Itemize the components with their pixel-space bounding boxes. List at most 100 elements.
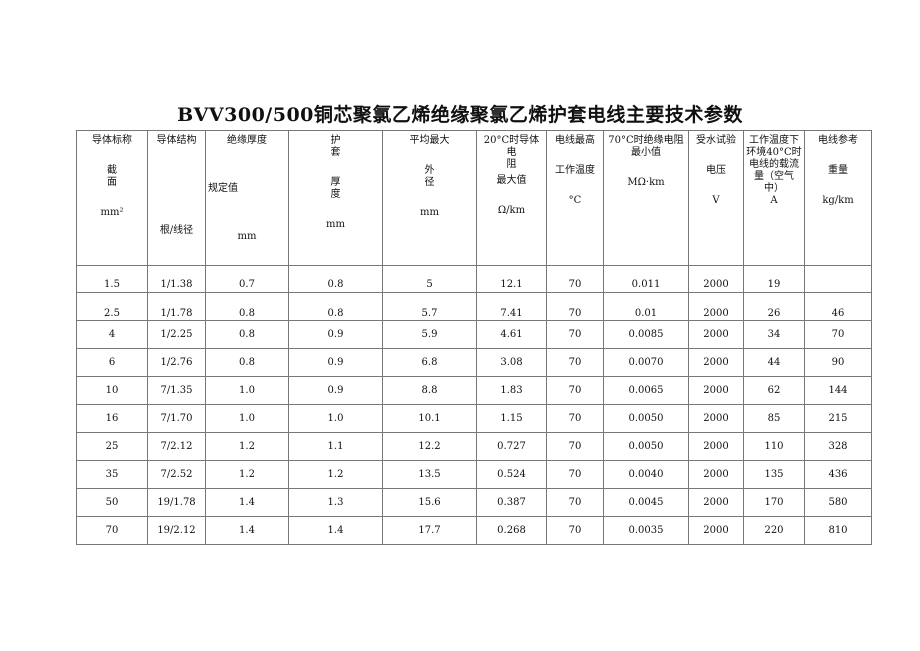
cell-cross-section: 16: [76, 404, 148, 433]
cell-test-voltage: 2000: [688, 432, 744, 461]
cell-cross-section: 25: [76, 432, 148, 461]
table-row: 4 1/2.25 0.8 0.9 5.9 4.61 70 0.0085 2000 34 70: [76, 320, 872, 349]
cell-structure: 1/2.25: [147, 320, 206, 349]
cell-current: 44: [743, 348, 805, 377]
cell-test-voltage: 2000: [688, 516, 744, 545]
cell-sheath: 0.9: [288, 320, 383, 349]
cell-diameter: 5: [382, 265, 477, 293]
header-insulation-resistance: 70°C时绝缘电阻 最小值 MΩ·km: [603, 130, 689, 266]
cell-insulation: 1.0: [205, 404, 289, 433]
cell-cross-section: 6: [76, 348, 148, 377]
cell-insulation: 0.8: [205, 348, 289, 377]
cell-current: 110: [743, 432, 805, 461]
cell-weight: 215: [804, 404, 872, 433]
cell-resistance: 0.268: [476, 516, 547, 545]
cell-test-voltage: 2000: [688, 265, 744, 293]
cell-weight: 328: [804, 432, 872, 461]
cell-max-temp: 70: [546, 460, 604, 489]
cell-resistance: 7.41: [476, 292, 547, 321]
cell-insulation: 1.2: [205, 432, 289, 461]
cell-test-voltage: 2000: [688, 320, 744, 349]
cell-current: 170: [743, 488, 805, 517]
cell-max-temp: 70: [546, 432, 604, 461]
cell-sheath: 0.9: [288, 348, 383, 377]
cell-test-voltage: 2000: [688, 404, 744, 433]
cell-sheath: 0.8: [288, 265, 383, 293]
header-resistance: 20°C时导体 电阻 最大值 Ω/km: [476, 130, 547, 266]
cell-sheath: 1.3: [288, 488, 383, 517]
cell-max-temp: 70: [546, 404, 604, 433]
cell-structure: 7/1.35: [147, 376, 206, 405]
cell-insulation: 1.0: [205, 376, 289, 405]
cell-weight: 46: [804, 292, 872, 321]
header-current-capacity: 工作温度下 环境40°C时 电线的载流 量（空气 中） A: [743, 130, 805, 266]
cell-diameter: 12.2: [382, 432, 477, 461]
header-test-voltage: 受水试验 电压 V: [688, 130, 744, 266]
cell-cross-section: 50: [76, 488, 148, 517]
cell-insulation: 1.4: [205, 488, 289, 517]
cell-structure: 7/1.70: [147, 404, 206, 433]
table-row: 25 7/2.12 1.2 1.1 12.2 0.727 70 0.0050 2000 110 32…: [76, 432, 872, 461]
document-title: BVV300/500铜芯聚氯乙烯绝缘聚氯乙烯护套电线主要技术参数: [177, 104, 743, 126]
cell-max-temp: 70: [546, 292, 604, 321]
cell-sheath: 1.2: [288, 460, 383, 489]
table-row: 35 7/2.52 1.2 1.2 13.5 0.524 70 0.0040 2000 135 43…: [76, 460, 872, 489]
cell-insulation-resistance: 0.0065: [603, 376, 689, 405]
cell-resistance: 1.15: [476, 404, 547, 433]
cell-diameter: 8.8: [382, 376, 477, 405]
cell-current: 34: [743, 320, 805, 349]
cell-diameter: 17.7: [382, 516, 477, 545]
cell-resistance: 1.83: [476, 376, 547, 405]
cell-cross-section: 10: [76, 376, 148, 405]
cell-max-temp: 70: [546, 376, 604, 405]
cell-weight: 90: [804, 348, 872, 377]
cell-sheath: 0.9: [288, 376, 383, 405]
cell-resistance: 0.387: [476, 488, 547, 517]
cell-diameter: 10.1: [382, 404, 477, 433]
cell-insulation-resistance: 0.011: [603, 265, 689, 293]
cell-test-voltage: 2000: [688, 488, 744, 517]
cell-insulation-resistance: 0.0040: [603, 460, 689, 489]
header-cross-section: 导体标称 截面 mm²: [76, 130, 148, 266]
cell-max-temp: 70: [546, 320, 604, 349]
cell-test-voltage: 2000: [688, 460, 744, 489]
cell-structure: 1/1.38: [147, 265, 206, 293]
cell-insulation-resistance: 0.0050: [603, 404, 689, 433]
cell-test-voltage: 2000: [688, 292, 744, 321]
cell-diameter: 5.7: [382, 292, 477, 321]
table-row: 1.5 1/1.38 0.7 0.8 5 12.1 70 0.011 2000 19: [76, 265, 872, 293]
table-row: 70 19/2.12 1.4 1.4 17.7 0.268 70 0.0035 2000 220 8…: [76, 516, 872, 545]
table-row: 2.5 1/1.78 0.8 0.8 5.7 7.41 70 0.01 2000 26 46: [76, 292, 872, 321]
cell-resistance: 12.1: [476, 265, 547, 293]
table-row: 16 7/1.70 1.0 1.0 10.1 1.15 70 0.0050 2000 85 215: [76, 404, 872, 433]
cell-test-voltage: 2000: [688, 376, 744, 405]
cell-insulation-resistance: 0.01: [603, 292, 689, 321]
cell-insulation: 1.4: [205, 516, 289, 545]
cell-current: 19: [743, 265, 805, 293]
cell-insulation-resistance: 0.0085: [603, 320, 689, 349]
header-max-temp: 电线最高 工作温度 °C: [546, 130, 604, 266]
cell-insulation: 1.2: [205, 460, 289, 489]
cell-sheath: 1.4: [288, 516, 383, 545]
cell-weight: 810: [804, 516, 872, 545]
cell-current: 135: [743, 460, 805, 489]
cell-insulation: 0.7: [205, 265, 289, 293]
cell-diameter: 6.8: [382, 348, 477, 377]
cell-resistance: 0.524: [476, 460, 547, 489]
cell-sheath: 1.0: [288, 404, 383, 433]
header-sheath: 护套 厚度 mm: [288, 130, 383, 266]
cell-current: 220: [743, 516, 805, 545]
cell-cross-section: 4: [76, 320, 148, 349]
cell-resistance: 3.08: [476, 348, 547, 377]
cell-insulation-resistance: 0.0070: [603, 348, 689, 377]
cell-max-temp: 70: [546, 265, 604, 293]
cell-cross-section: 1.5: [76, 265, 148, 293]
cell-resistance: 4.61: [476, 320, 547, 349]
header-structure: 导体结构 根/线径: [147, 130, 206, 266]
cell-current: 85: [743, 404, 805, 433]
cell-diameter: 13.5: [382, 460, 477, 489]
cell-cross-section: 70: [76, 516, 148, 545]
cell-sheath: 0.8: [288, 292, 383, 321]
table-row: 6 1/2.76 0.8 0.9 6.8 3.08 70 0.0070 2000 44 90: [76, 348, 872, 377]
cell-diameter: 5.9: [382, 320, 477, 349]
